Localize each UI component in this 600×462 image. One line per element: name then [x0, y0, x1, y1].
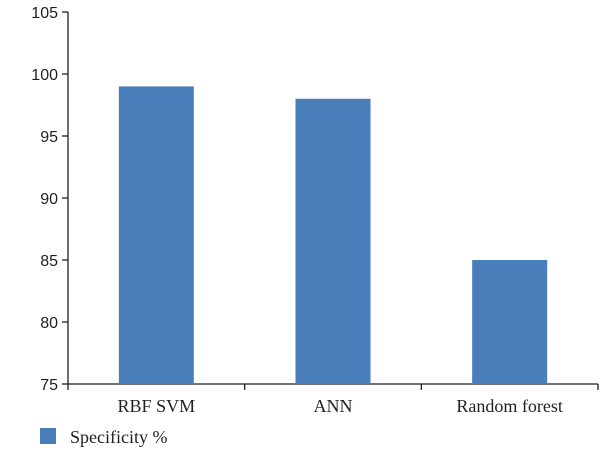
- legend: Specificity %: [40, 427, 167, 447]
- bar-ann: [295, 98, 371, 385]
- x-axis: RBF SVM ANN Random forest: [67, 383, 599, 416]
- x-tick-label: ANN: [314, 396, 353, 416]
- bar-random-forest: [472, 260, 548, 384]
- y-tick-label: 90: [40, 191, 58, 208]
- bar-rbf-svm: [118, 86, 194, 385]
- y-tick-label: 95: [40, 129, 58, 146]
- legend-label: Specificity %: [70, 427, 167, 447]
- y-tick-label: 75: [40, 377, 58, 394]
- y-tick-label: 85: [40, 253, 58, 270]
- x-tick-label: RBF SVM: [118, 396, 196, 416]
- y-tick-label: 105: [31, 5, 58, 22]
- bars: [118, 86, 548, 385]
- y-tick-label: 80: [40, 315, 58, 332]
- y-tick-label: 100: [31, 67, 58, 84]
- legend-swatch: [40, 428, 56, 444]
- x-tick-label: Random forest: [456, 396, 562, 416]
- y-axis: 75 80 85 90 95 100 105: [31, 5, 69, 394]
